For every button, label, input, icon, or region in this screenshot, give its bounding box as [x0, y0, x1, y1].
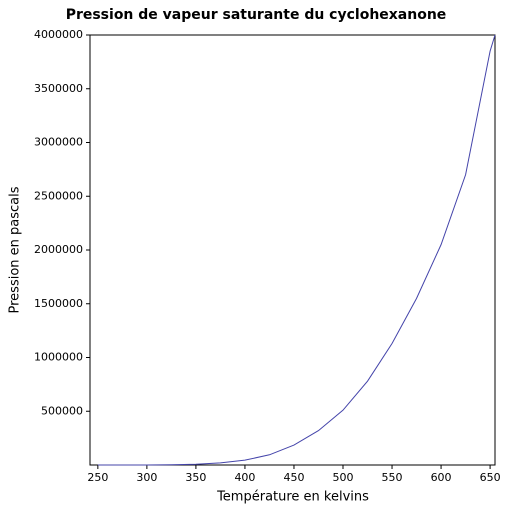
- y-tick-label: 1500000: [34, 297, 83, 310]
- x-axis-label: Température en kelvins: [216, 490, 369, 505]
- x-tick-label: 400: [234, 471, 255, 484]
- x-tick-label: 650: [480, 471, 501, 484]
- x-tick-label: 250: [87, 471, 108, 484]
- x-tick-label: 500: [333, 471, 354, 484]
- x-tick-label: 300: [136, 471, 157, 484]
- y-tick-label: 2500000: [34, 189, 83, 202]
- x-tick-label: 350: [185, 471, 206, 484]
- y-tick-label: 1000000: [34, 351, 83, 364]
- y-tick-label: 500000: [41, 404, 83, 417]
- y-tick-label: 4000000: [34, 28, 83, 41]
- x-tick-label: 450: [283, 471, 304, 484]
- line-series: [97, 34, 496, 466]
- y-tick-label: 3500000: [34, 82, 83, 95]
- y-tick-label: 2000000: [34, 243, 83, 256]
- y-axis-label: Pression en pascals: [8, 186, 23, 313]
- x-tick-label: 550: [382, 471, 403, 484]
- chart-title: Pression de vapeur saturante du cyclohex…: [66, 7, 447, 23]
- y-tick-label: 3000000: [34, 136, 83, 149]
- x-tick-label: 600: [431, 471, 452, 484]
